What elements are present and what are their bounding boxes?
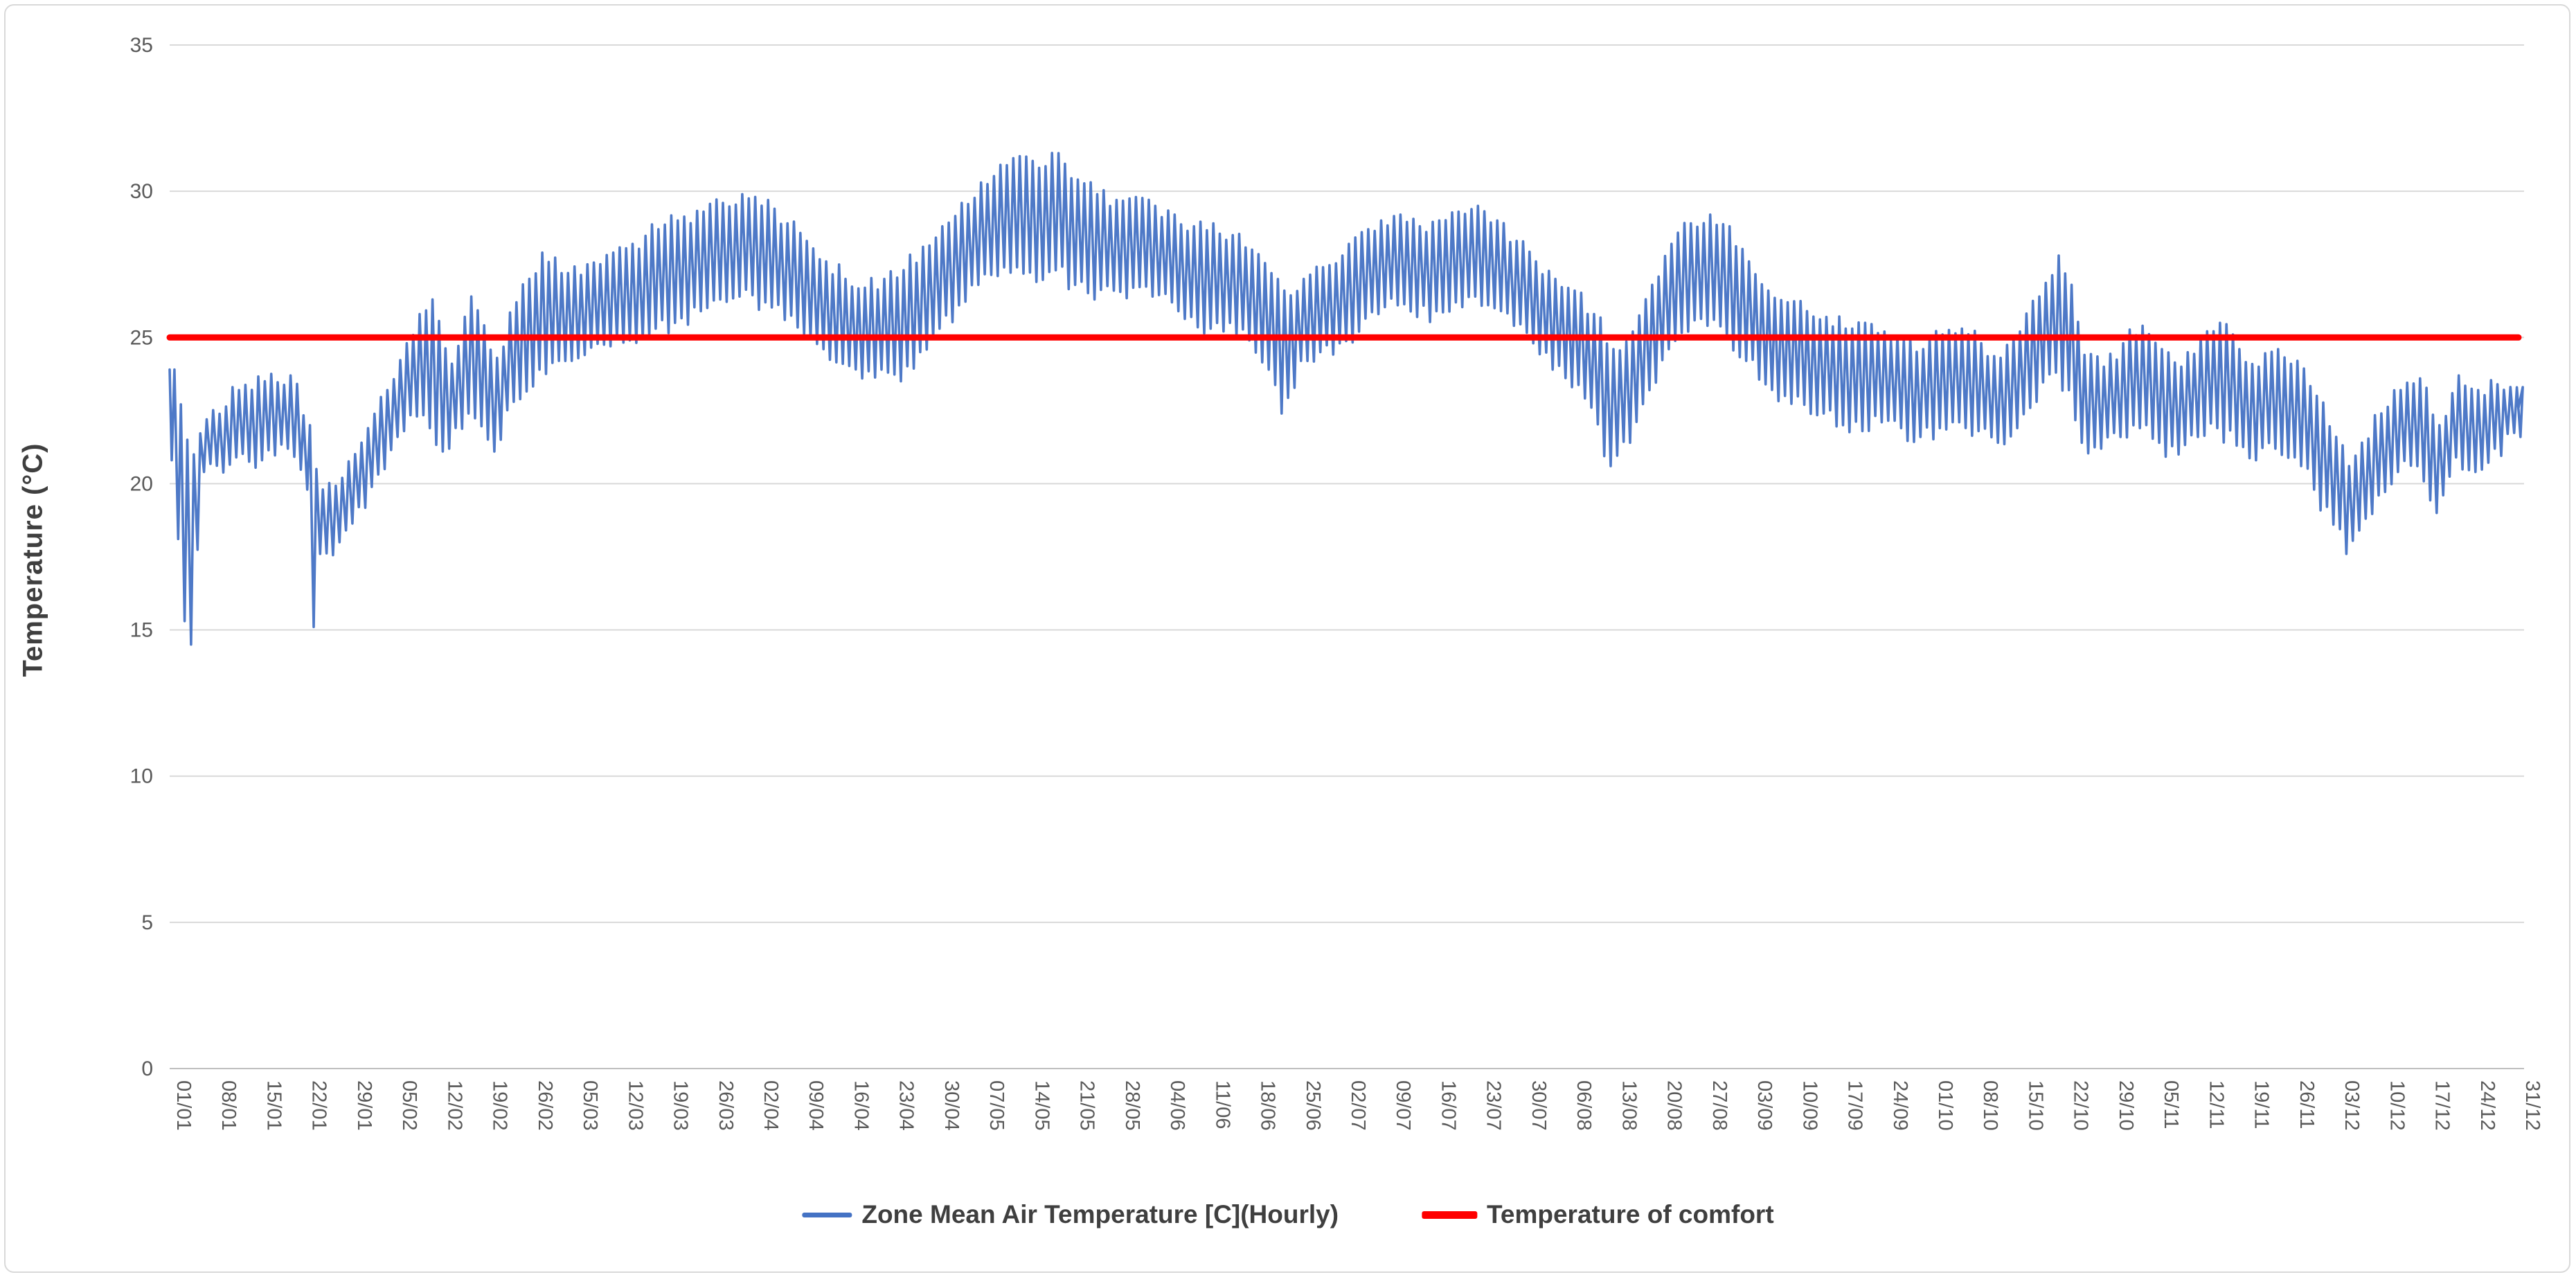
x-tick-label: 17/12 [2431, 1080, 2453, 1131]
x-tick-label: 10/12 [2386, 1080, 2408, 1131]
y-tick-label: 0 [141, 1057, 153, 1080]
chart-outer-frame [4, 4, 2570, 1273]
x-tick-label: 05/11 [2160, 1080, 2182, 1129]
x-tick-label: 09/07 [1392, 1080, 1414, 1131]
x-tick-label: 19/03 [670, 1080, 692, 1131]
y-tick-label: 35 [130, 34, 153, 57]
x-tick-label: 30/07 [1528, 1080, 1550, 1131]
x-tick-label: 14/05 [1030, 1080, 1053, 1131]
x-tick-label: 28/05 [1121, 1080, 1143, 1131]
x-tick-label: 08/01 [217, 1080, 240, 1131]
x-tick-label: 26/11 [2296, 1080, 2318, 1129]
x-tick-label: 23/04 [895, 1080, 918, 1131]
x-tick-label: 03/12 [2341, 1080, 2363, 1131]
x-tick-label: 10/09 [1798, 1080, 1821, 1131]
x-tick-label: 18/06 [1257, 1080, 1279, 1131]
x-tick-label: 05/02 [398, 1080, 420, 1131]
x-axis-tick-labels: 01/01 08/01 15/01 22/01 29/01 05/02 12/02 19/02… [172, 1080, 2543, 1131]
x-tick-label: 08/10 [1979, 1080, 2001, 1131]
x-tick-label: 07/05 [985, 1080, 1008, 1131]
x-tick-label: 20/08 [1663, 1080, 1685, 1131]
x-tick-label: 12/02 [443, 1080, 465, 1131]
y-axis-title: Temperature (°C) [17, 443, 48, 677]
x-tick-label: 11/06 [1211, 1080, 1233, 1129]
x-tick-label: 30/04 [940, 1080, 963, 1131]
x-tick-label: 24/09 [1889, 1080, 1911, 1131]
legend-item-zone-temperature[interactable]: Zone Mean Air Temperature [C](Hourly) [802, 1200, 1339, 1229]
x-tick-label: 25/06 [1302, 1080, 1324, 1131]
x-tick-label: 17/09 [1844, 1080, 1866, 1131]
y-tick-label: 20 [130, 472, 153, 495]
x-tick-label: 15/10 [2024, 1080, 2046, 1131]
x-tick-label: 09/04 [805, 1080, 827, 1131]
x-tick-label: 26/02 [534, 1080, 556, 1131]
x-tick-label: 13/08 [1618, 1080, 1640, 1131]
x-tick-label: 21/05 [1076, 1080, 1098, 1131]
x-tick-label: 15/01 [262, 1080, 285, 1131]
x-tick-label: 29/01 [353, 1080, 375, 1131]
chart-legend: Zone Mean Air Temperature [C](Hourly) Te… [802, 1200, 1774, 1229]
x-tick-label: 16/07 [1437, 1080, 1459, 1131]
x-tick-label: 19/02 [489, 1080, 511, 1131]
x-tick-label: 12/03 [624, 1080, 646, 1131]
legend-label: Temperature of comfort [1487, 1200, 1774, 1229]
x-tick-label: 31/12 [2521, 1080, 2543, 1131]
x-tick-label: 29/10 [2115, 1080, 2137, 1131]
x-tick-label: 02/07 [1347, 1080, 1369, 1131]
y-axis-tick-labels: 0 5 10 15 20 25 30 35 [130, 34, 153, 1080]
x-tick-label: 27/08 [1708, 1080, 1730, 1131]
legend-label: Zone Mean Air Temperature [C](Hourly) [861, 1200, 1339, 1229]
zone-mean-air-temperature-line [168, 152, 2524, 646]
x-tick-label: 12/11 [2205, 1080, 2227, 1129]
series-layer [166, 152, 2524, 646]
y-tick-label: 15 [130, 619, 153, 642]
y-tick-label: 25 [130, 326, 153, 349]
x-tick-label: 01/01 [172, 1080, 195, 1131]
y-tick-label: 30 [130, 180, 153, 203]
x-tick-label: 22/01 [308, 1080, 330, 1131]
x-tick-label: 01/10 [1934, 1080, 1956, 1131]
x-tick-label: 16/04 [850, 1080, 872, 1131]
legend-swatch-blue-line [802, 1212, 852, 1217]
legend-item-comfort-temperature[interactable]: Temperature of comfort [1422, 1200, 1774, 1229]
y-tick-label: 10 [130, 765, 153, 788]
x-tick-label: 03/09 [1753, 1080, 1776, 1131]
x-tick-label: 05/03 [579, 1080, 601, 1131]
x-tick-label: 19/11 [2251, 1080, 2273, 1129]
x-tick-label: 23/07 [1483, 1080, 1505, 1131]
legend-swatch-red-line [1422, 1211, 1478, 1219]
y-tick-label: 5 [141, 911, 153, 934]
x-tick-label: 04/06 [1166, 1080, 1188, 1131]
horizontal-gridlines [170, 44, 2524, 1069]
x-tick-label: 22/10 [2070, 1080, 2092, 1131]
x-tick-label: 02/04 [760, 1080, 782, 1131]
x-tick-label: 24/12 [2476, 1080, 2498, 1131]
x-tick-label: 06/08 [1573, 1080, 1595, 1131]
x-tick-label: 26/03 [715, 1080, 737, 1131]
